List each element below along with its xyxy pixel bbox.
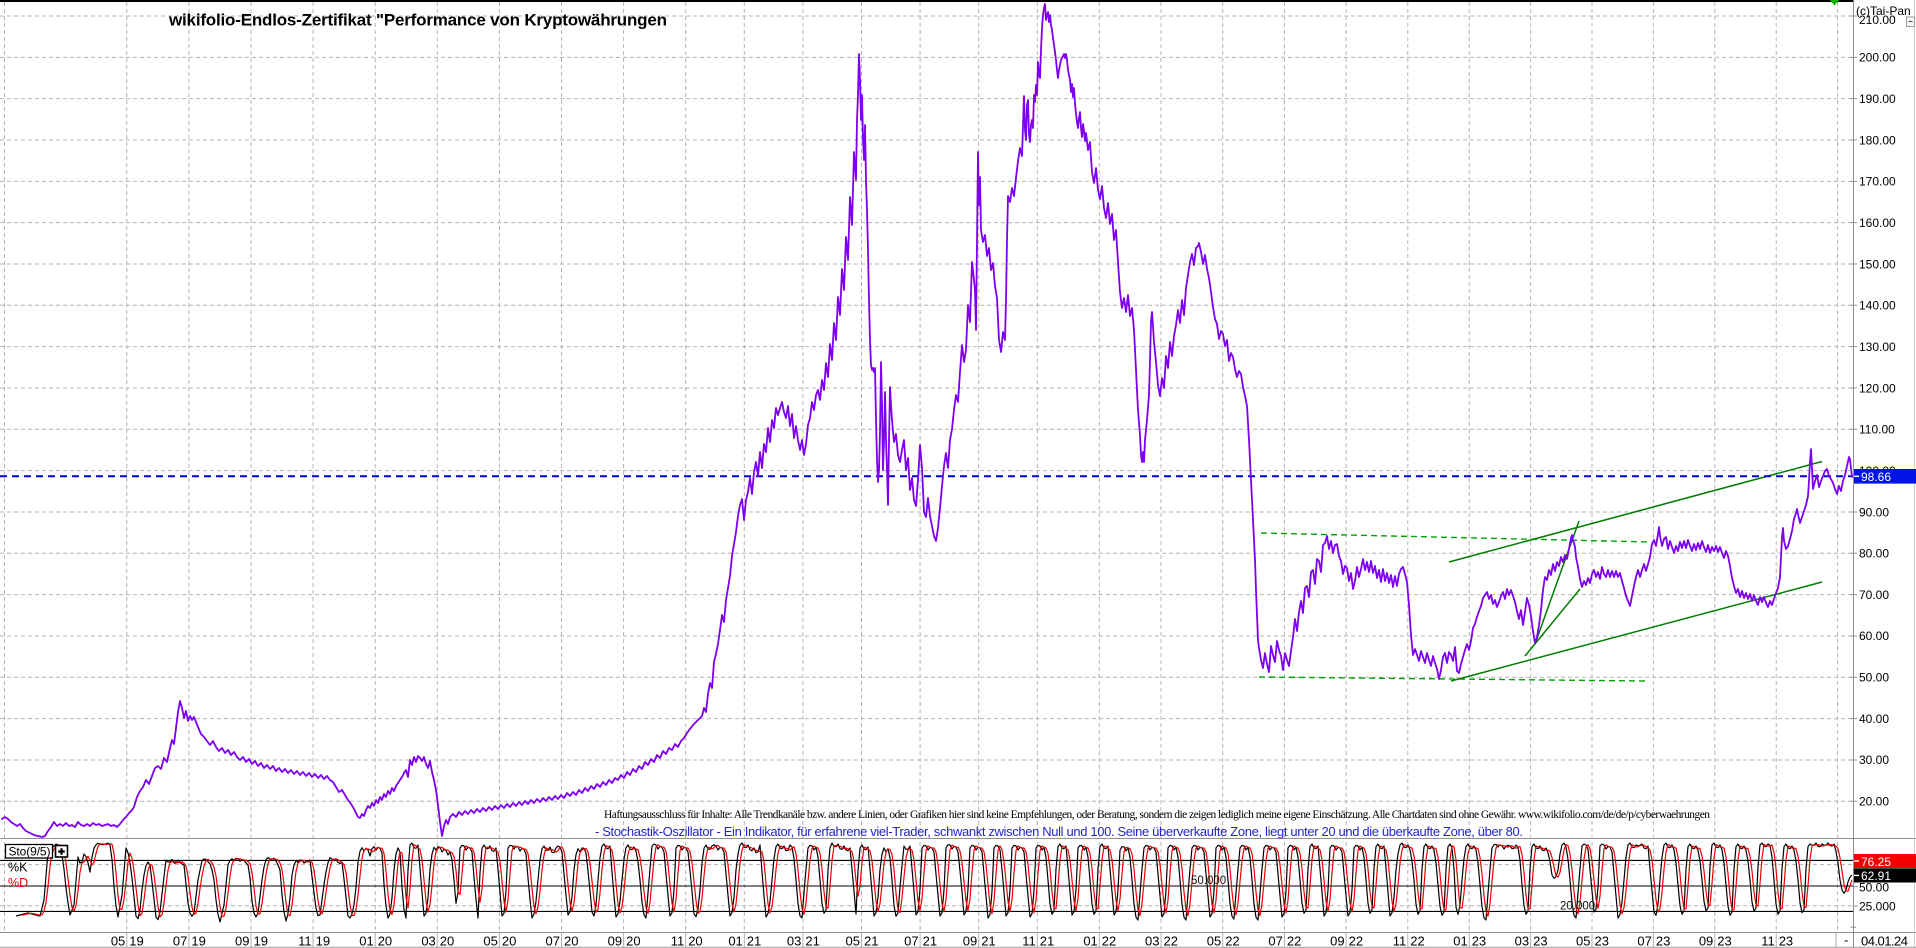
svg-text:20: 20 — [626, 934, 640, 948]
svg-text:60.00: 60.00 — [1859, 629, 1889, 643]
svg-text:09: 09 — [1330, 934, 1344, 948]
svg-text:21: 21 — [864, 934, 878, 948]
svg-text:21: 21 — [981, 934, 995, 948]
svg-text:23: 23 — [1717, 934, 1731, 948]
svg-text:11: 11 — [1761, 934, 1775, 948]
svg-text:70.00: 70.00 — [1859, 588, 1889, 602]
svg-text:20.000: 20.000 — [1560, 901, 1595, 913]
svg-text:19: 19 — [129, 934, 143, 948]
svg-text:180.00: 180.00 — [1859, 133, 1896, 147]
svg-text:140.00: 140.00 — [1859, 299, 1896, 313]
svg-text:62.91: 62.91 — [1861, 869, 1891, 883]
svg-text:21: 21 — [1040, 934, 1054, 948]
svg-text:07: 07 — [1637, 934, 1651, 948]
svg-text:190.00: 190.00 — [1859, 92, 1896, 106]
svg-text:11: 11 — [671, 934, 685, 948]
svg-text:90.00: 90.00 — [1859, 505, 1889, 519]
svg-text:09: 09 — [608, 934, 622, 948]
svg-text:09: 09 — [963, 934, 977, 948]
svg-text:09: 09 — [235, 934, 249, 948]
svg-text:23: 23 — [1472, 934, 1486, 948]
svg-text:%K: %K — [8, 861, 28, 875]
svg-text:40.00: 40.00 — [1859, 712, 1889, 726]
svg-text:05: 05 — [1207, 934, 1221, 948]
svg-text:03: 03 — [1145, 934, 1159, 948]
svg-text:20: 20 — [440, 934, 454, 948]
svg-text:150.00: 150.00 — [1859, 257, 1896, 271]
svg-text:200.00: 200.00 — [1859, 51, 1896, 65]
svg-text:11: 11 — [1393, 934, 1407, 948]
svg-text:01: 01 — [1453, 934, 1467, 948]
svg-text:50.000: 50.000 — [1191, 875, 1226, 887]
svg-text:50.00: 50.00 — [1859, 671, 1889, 685]
svg-text:20: 20 — [502, 934, 516, 948]
svg-text:07: 07 — [904, 934, 918, 948]
svg-text:160.00: 160.00 — [1859, 216, 1896, 230]
svg-text:- Stochastik-Oszillator - Ein: - Stochastik-Oszillator - Ein Indikator,… — [595, 824, 1523, 839]
svg-text:01: 01 — [359, 934, 373, 948]
svg-text:21: 21 — [923, 934, 937, 948]
svg-text:22: 22 — [1349, 934, 1363, 948]
svg-text:03: 03 — [787, 934, 801, 948]
svg-text:98.66: 98.66 — [1861, 470, 1891, 484]
svg-text:Sto(9/5): Sto(9/5) — [9, 845, 51, 859]
svg-text:11: 11 — [298, 934, 312, 948]
svg-text:22: 22 — [1410, 934, 1424, 948]
svg-text:110.00: 110.00 — [1859, 423, 1895, 437]
svg-text:20: 20 — [564, 934, 578, 948]
svg-text:22: 22 — [1225, 934, 1239, 948]
svg-text:170.00: 170.00 — [1859, 175, 1896, 189]
svg-text:50.00: 50.00 — [1859, 881, 1889, 895]
svg-text:130.00: 130.00 — [1859, 340, 1896, 354]
svg-text:210.00: 210.00 — [1859, 13, 1896, 27]
svg-text:wikifolio-Endlos-Zertifikat "P: wikifolio-Endlos-Zertifikat "Performance… — [168, 11, 667, 30]
svg-text:Haftungsausschluss für Inhalte: Haftungsausschluss für Inhalte: Alle Tre… — [604, 809, 1710, 821]
svg-text:(c)Tai-Pan: (c)Tai-Pan — [1856, 4, 1911, 18]
svg-text:76.25: 76.25 — [1861, 855, 1891, 869]
svg-text:20: 20 — [378, 934, 392, 948]
svg-text:19: 19 — [191, 934, 205, 948]
svg-text:09: 09 — [1699, 934, 1713, 948]
svg-text:-: - — [1844, 933, 1848, 948]
svg-text:20: 20 — [688, 934, 702, 948]
svg-text:07: 07 — [173, 934, 187, 948]
svg-text:19: 19 — [316, 934, 330, 948]
svg-text:22: 22 — [1164, 934, 1178, 948]
svg-text:01: 01 — [728, 934, 742, 948]
svg-text:%D: %D — [8, 876, 28, 890]
svg-text:03: 03 — [1515, 934, 1529, 948]
svg-text:23: 23 — [1533, 934, 1547, 948]
svg-text:19: 19 — [254, 934, 268, 948]
svg-text:23: 23 — [1779, 934, 1793, 948]
svg-text:25.000: 25.000 — [1859, 900, 1896, 914]
svg-text:80.00: 80.00 — [1859, 547, 1889, 561]
svg-text:30.00: 30.00 — [1859, 753, 1889, 767]
svg-text:05: 05 — [1576, 934, 1590, 948]
svg-text:04.01.24: 04.01.24 — [1861, 934, 1908, 948]
svg-text:23: 23 — [1656, 934, 1670, 948]
svg-text:21: 21 — [805, 934, 819, 948]
svg-text:22: 22 — [1287, 934, 1301, 948]
svg-text:01: 01 — [1083, 934, 1097, 948]
svg-text:120.00: 120.00 — [1859, 381, 1896, 395]
svg-text:22: 22 — [1102, 934, 1116, 948]
svg-text:07: 07 — [1268, 934, 1282, 948]
svg-text:20.00: 20.00 — [1859, 795, 1889, 809]
svg-text:03: 03 — [421, 934, 435, 948]
svg-text:21: 21 — [747, 934, 761, 948]
svg-text:05: 05 — [846, 934, 860, 948]
svg-text:05: 05 — [111, 934, 125, 948]
svg-text:07: 07 — [546, 934, 560, 948]
svg-text:11: 11 — [1022, 934, 1036, 948]
svg-text:05: 05 — [483, 934, 497, 948]
svg-text:23: 23 — [1595, 934, 1609, 948]
